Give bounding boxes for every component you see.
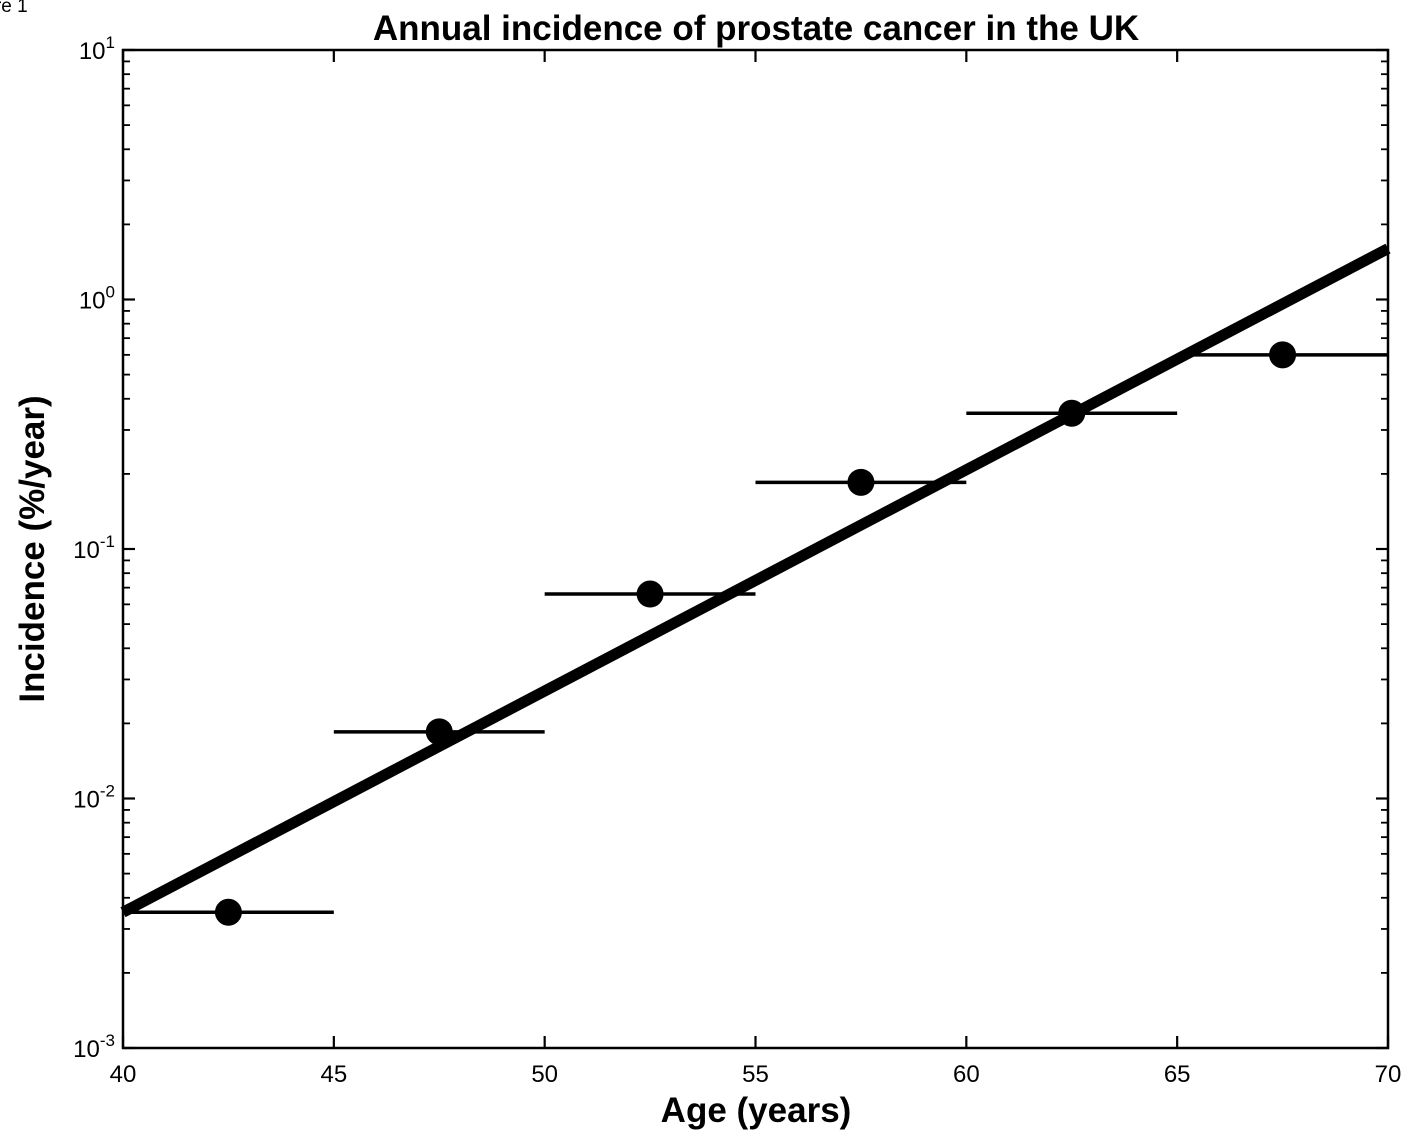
y-tick-labels: 10-3 10-2 10-1 100 101 (73, 33, 115, 1063)
y-tick-label: 10-1 (73, 532, 115, 564)
data-point (1269, 341, 1297, 369)
chart-title: Annual incidence of prostate cancer in t… (373, 9, 1139, 48)
x-tick-label: 45 (320, 1061, 347, 1088)
x-axis-label: Age (years) (661, 1091, 852, 1130)
data-point (847, 468, 875, 496)
x-tick-label: 55 (742, 1061, 769, 1088)
y-tick-label: 10-3 (73, 1031, 115, 1063)
major-ticks (121, 48, 1390, 1050)
minor-ticks (123, 60, 1388, 974)
x-tick-label: 65 (1164, 1061, 1191, 1088)
y-axis-label: Incidence (%/year) (13, 395, 52, 702)
plot-frame (121, 48, 1390, 1050)
x-tick-labels: 40 45 50 55 60 65 70 (110, 1061, 1402, 1088)
y-tick-label: 100 (79, 283, 115, 315)
y-tick-label: 10-2 (73, 782, 115, 814)
data-point (636, 580, 664, 608)
figure-label: Figure 1 (0, 0, 28, 17)
y-tick-label: 101 (79, 33, 115, 65)
x-tick-label: 70 (1375, 1061, 1402, 1088)
x-tick-label: 40 (110, 1061, 137, 1088)
fit-line (120, 243, 1391, 918)
x-tick-label: 60 (953, 1061, 980, 1088)
series-layer (120, 243, 1391, 926)
data-point (214, 898, 242, 926)
x-tick-label: 50 (531, 1061, 558, 1088)
